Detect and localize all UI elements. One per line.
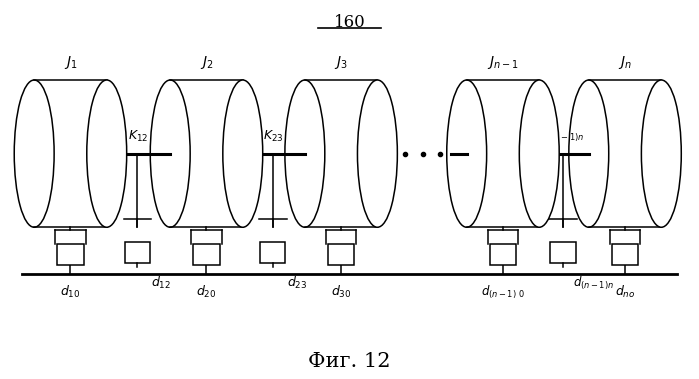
Ellipse shape [87,80,127,227]
Ellipse shape [642,80,682,227]
Bar [612,244,638,265]
Text: $J_n$: $J_n$ [618,53,632,70]
Bar [194,244,219,265]
Bar [171,80,243,227]
Text: Фиг. 12: Фиг. 12 [308,352,391,371]
Bar [467,80,539,227]
Bar [125,242,150,263]
Text: $J_1$: $J_1$ [64,53,78,70]
Text: $d_{no}$: $d_{no}$ [615,284,635,300]
Text: $J_2$: $J_2$ [200,53,213,70]
Bar [260,242,285,263]
Bar [550,242,575,263]
Bar [305,80,377,227]
Bar [57,244,83,265]
Bar [490,244,516,265]
Bar [589,80,661,227]
Text: $K_{23}$: $K_{23}$ [264,129,284,144]
Text: $d_{(n-1)\ 0}$: $d_{(n-1)\ 0}$ [481,284,525,301]
Ellipse shape [357,80,397,227]
Bar [328,244,354,265]
Text: $d_{30}$: $d_{30}$ [331,284,352,300]
Bar [34,80,107,227]
Text: $J_{n-1}$: $J_{n-1}$ [487,53,519,70]
Text: $d_{20}$: $d_{20}$ [196,284,217,300]
Text: $d_{12}$: $d_{12}$ [152,274,171,291]
Text: $d_{10}$: $d_{10}$ [60,284,80,300]
Text: $d_{(n-1)n}$: $d_{(n-1)n}$ [573,274,614,292]
Text: $K_{12}$: $K_{12}$ [129,129,149,144]
Ellipse shape [519,80,559,227]
Text: 160: 160 [333,14,366,31]
Text: $J_3$: $J_3$ [334,53,348,70]
Text: $K_{(n-1)n}$: $K_{(n-1)n}$ [543,128,584,144]
Text: $d_{23}$: $d_{23}$ [287,274,307,291]
Ellipse shape [223,80,263,227]
